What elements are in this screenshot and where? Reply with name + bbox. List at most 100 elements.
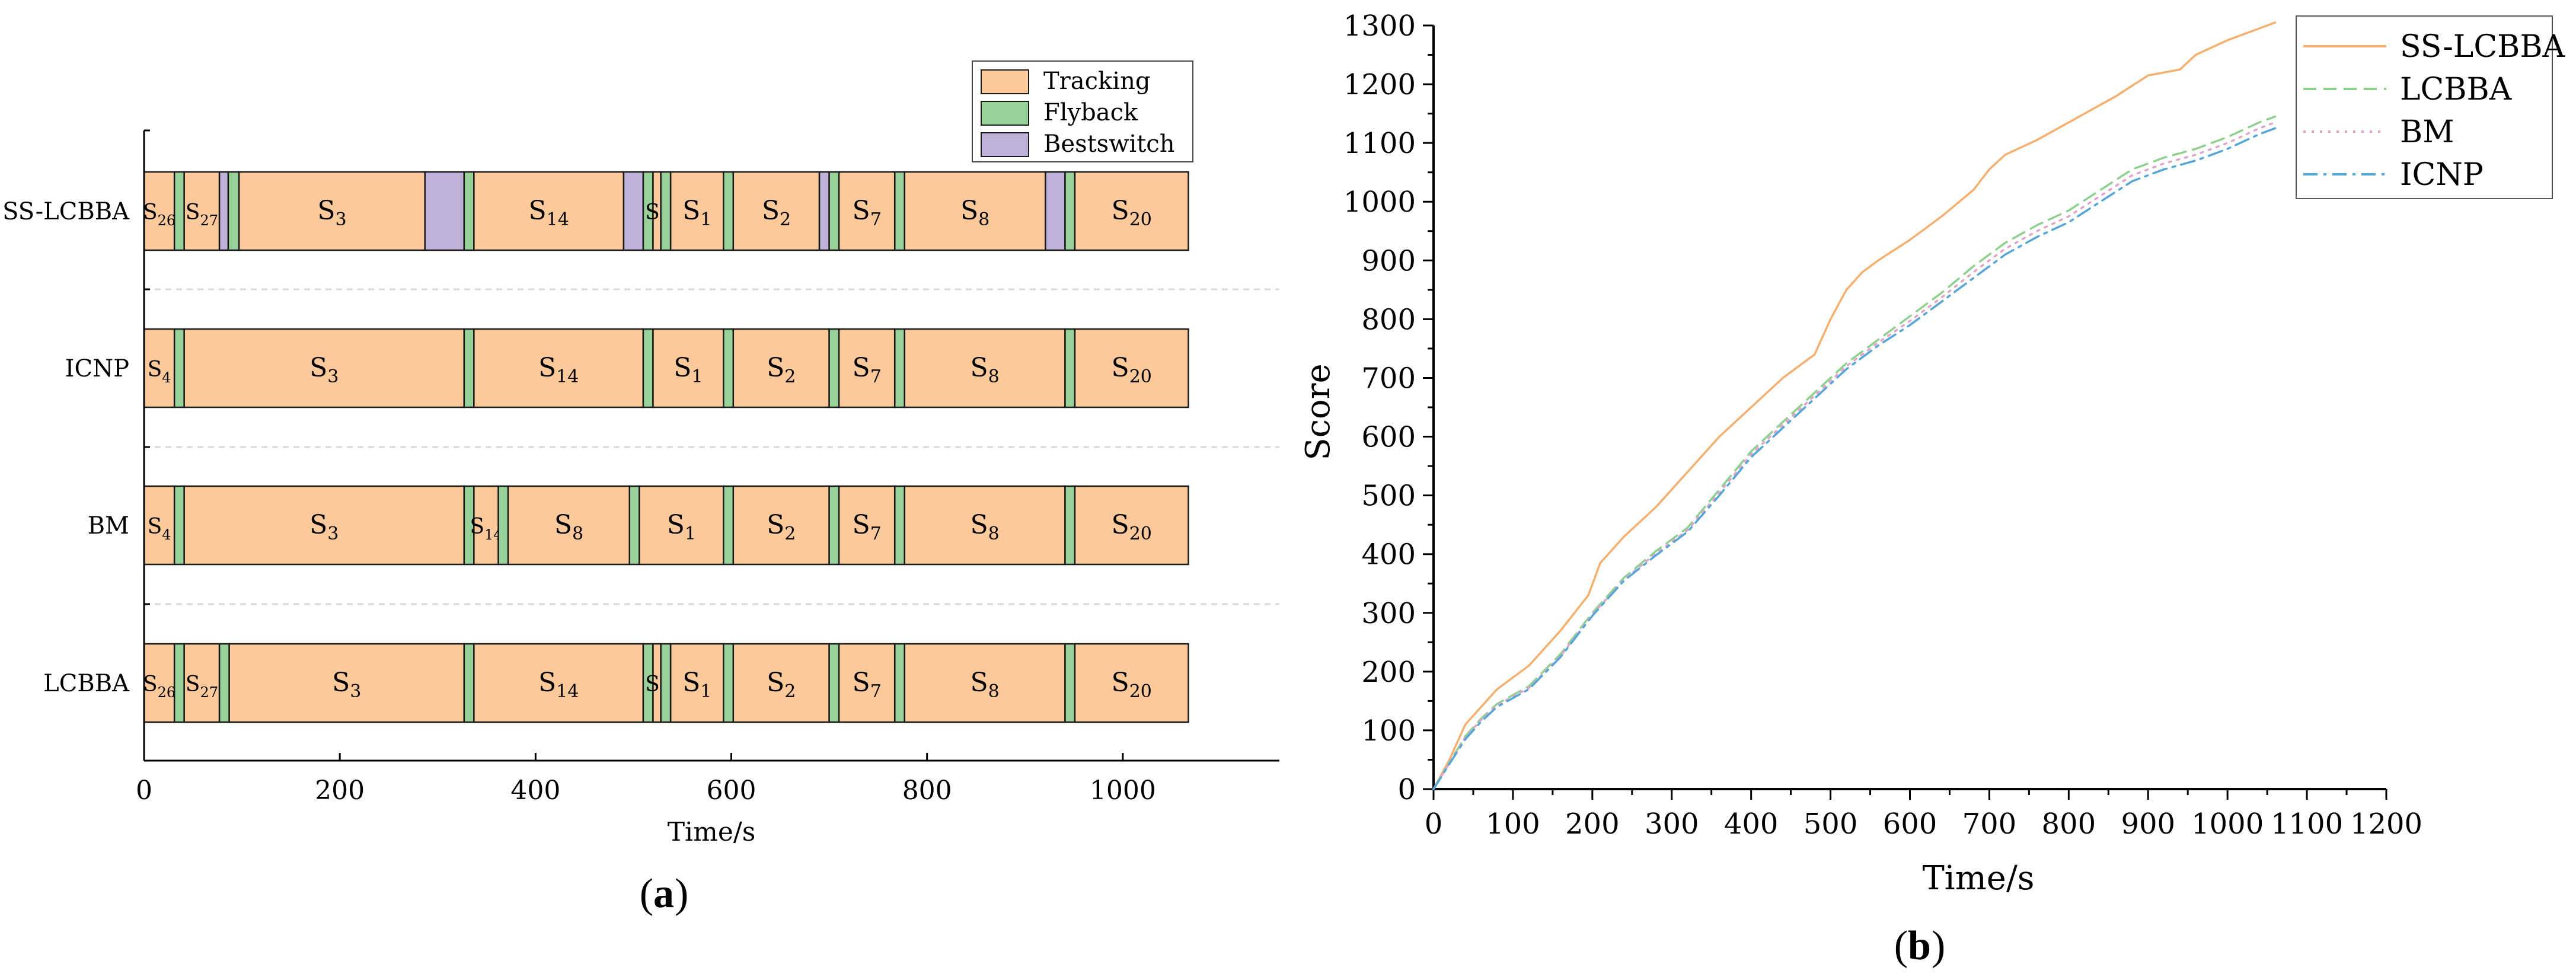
gantt-segment-tracking	[838, 643, 896, 723]
gantt-segment-flyback	[463, 171, 475, 251]
line-legend-label-bm: BM	[2400, 114, 2454, 150]
gantt-segment-label-sub: 7	[870, 681, 882, 702]
gantt-segment-tracking	[652, 328, 724, 408]
gantt-segment-tracking	[732, 171, 821, 251]
gantt-segment-tracking	[473, 485, 499, 566]
gantt-segment-label-sub: 20	[1129, 681, 1152, 702]
gantt-segment-flyback	[463, 643, 475, 723]
gantt-legend-label-flyback: Flyback	[1043, 99, 1138, 126]
gantt-segment-flyback	[893, 328, 905, 408]
caption-b-letter: b	[1908, 923, 1931, 969]
series-line-icnp	[1432, 127, 2277, 790]
gantt-segment-label: S4	[148, 357, 171, 386]
gantt-segment-bestswitch	[424, 171, 465, 251]
gantt-segment-tracking	[904, 328, 1066, 408]
gantt-segment-tracking	[669, 171, 724, 251]
gantt-legend-label-bestswitch: Bestswitch	[1043, 130, 1174, 158]
gantt-legend-swatch-flyback	[981, 101, 1029, 126]
gantt-segment-flyback	[828, 485, 840, 566]
gantt-segment-flyback	[723, 171, 735, 251]
gantt-segment-flyback	[1064, 171, 1076, 251]
gantt-segment-label-sub: 1	[700, 681, 711, 702]
line-y-tick-label: 200	[1361, 656, 1416, 689]
gantt-segment-label-sub: 3	[335, 209, 346, 230]
gantt-row-icnp: S4 S3 S14 S1 S2 S7 S8 S20	[143, 328, 1189, 408]
gantt-segment-flyback	[723, 328, 735, 408]
gantt-legend-swatch-tracking	[981, 69, 1029, 94]
gantt-segment-label-sub: 8	[988, 366, 1000, 387]
gantt-segment-flyback	[1064, 328, 1076, 408]
gantt-segment-flyback	[463, 328, 475, 408]
gantt-segment-label-sub: 14	[556, 366, 579, 387]
svg-text:(: (	[640, 871, 653, 917]
gantt-x-tick-label: 600	[707, 775, 756, 806]
gantt-segment-label-sub: 3	[327, 366, 339, 387]
line-y-tick-label: 900	[1361, 244, 1416, 277]
gantt-segment-tracking	[238, 171, 426, 251]
gantt-segment-label-sub: 1	[691, 366, 703, 387]
gantt-segment-tracking	[1074, 485, 1189, 566]
gantt-segment-tracking	[143, 328, 175, 408]
line-x-tick-label: 200	[1565, 807, 1620, 841]
gantt-segment-tracking	[732, 485, 830, 566]
row-label-icnp: ICNP	[65, 355, 129, 382]
gantt-segment-label: S3	[309, 510, 339, 544]
gantt-x-tick-label: 400	[510, 775, 560, 806]
row-separators	[144, 288, 1279, 605]
line-y-tick-label: 300	[1361, 597, 1416, 630]
gantt-row-bm: S4 S3 S14 S8 S1 S2 S7 S8 S20	[143, 485, 1189, 566]
line-y-tick-label: 100	[1361, 714, 1416, 748]
gantt-segment-flyback	[660, 171, 672, 251]
line-y-tick-label: 1200	[1343, 68, 1416, 101]
line-x-tick-label: 700	[1962, 807, 2017, 841]
gantt-segment-tracking	[143, 485, 175, 566]
gantt-legend-label-tracking: Tracking	[1043, 68, 1150, 95]
gantt-x-tick-label: 0	[136, 775, 152, 806]
gantt-segment-label-sub: 1	[685, 523, 696, 544]
gantt-segment-tracking	[732, 328, 830, 408]
line-x-tick-label: 1000	[2191, 807, 2264, 841]
gantt-segment-bestswitch	[218, 171, 229, 251]
gantt-segment-label-sub: 20	[1129, 209, 1152, 230]
gantt-segment-flyback	[723, 485, 735, 566]
gantt-segment-label-sub: 14	[547, 209, 569, 230]
gantt-segment-tracking	[228, 643, 465, 723]
line-axes	[1432, 25, 2386, 790]
gantt-segment-tracking	[639, 485, 724, 566]
line-x-tick-label: 400	[1724, 807, 1779, 841]
svg-text:): )	[1932, 923, 1945, 969]
gantt-segment-label-sub: 20	[1129, 523, 1152, 544]
gantt-axes	[143, 129, 1279, 762]
line-y-tick-label: 700	[1361, 362, 1416, 395]
svg-text:): )	[675, 871, 688, 917]
gantt-segment-flyback	[173, 485, 185, 566]
gantt-segment-flyback	[828, 328, 840, 408]
gantt-segment-flyback	[893, 485, 905, 566]
line-panel: 0 100 200 300 400 500 600 700 800 900 1000 1100 1200…	[1299, 9, 2566, 898]
line-y-axis-label: Score	[1299, 363, 1338, 460]
gantt-segment-label-sub: 4	[162, 369, 171, 386]
gantt-segment-tracking	[473, 328, 644, 408]
gantt-segment-label: S8	[960, 196, 989, 230]
line-x-tick-label: 500	[1803, 807, 1858, 841]
line-y-tick-label: 500	[1361, 480, 1416, 513]
gantt-segment-label-sub: 7	[870, 523, 882, 544]
gantt-segment-flyback	[173, 171, 185, 251]
gantt-x-tick-label: 200	[315, 775, 365, 806]
gantt-segment-label-sub: 2	[780, 209, 791, 230]
line-y-tick-label: 400	[1361, 538, 1416, 572]
gantt-segment-label-sub: 3	[327, 523, 339, 544]
line-legend-label-lcbba: LCBBA	[2400, 72, 2513, 107]
line-x-tick-label: 0	[1425, 807, 1443, 841]
line-x-tick-label: 300	[1645, 807, 1699, 841]
gantt-segment-flyback	[1064, 485, 1076, 566]
gantt-segment-label-sub: 1	[700, 209, 711, 230]
gantt-segment-label: S3	[332, 668, 361, 702]
series-line-ss-lcbba	[1432, 21, 2277, 790]
gantt-segment-bestswitch	[623, 171, 644, 251]
line-y-tick-label: 1000	[1343, 186, 1416, 219]
gantt-segment-label-sub: 2	[784, 523, 796, 544]
gantt-segment-flyback	[893, 171, 905, 251]
line-y-tick-label: 600	[1361, 421, 1416, 454]
